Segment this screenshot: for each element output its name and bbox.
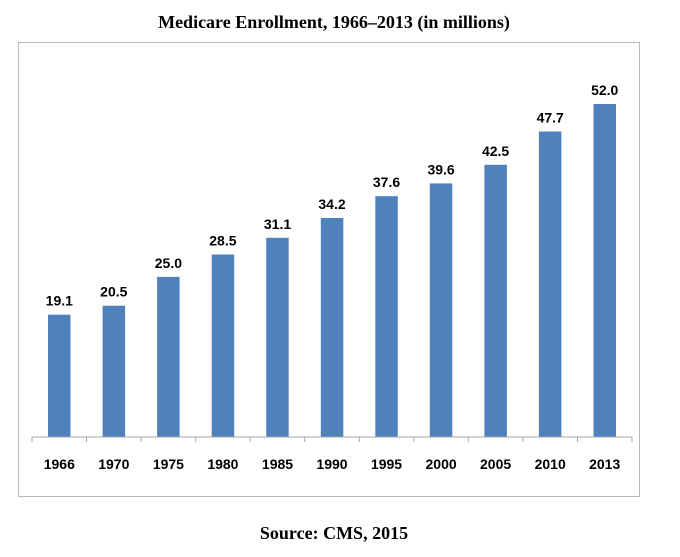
chart-title: Medicare Enrollment, 1966–2013 (in milli… [158, 12, 510, 32]
source-note: Source: CMS, 2015 [259, 523, 409, 543]
bar-2005 [484, 164, 507, 438]
x-tick-label-2013: 2013 [589, 456, 620, 472]
x-tick-label-1990: 1990 [316, 456, 347, 472]
x-tick-label-1985: 1985 [262, 456, 293, 472]
bar-1985 [266, 237, 289, 437]
x-tick-label-1970: 1970 [98, 456, 129, 472]
data-label-1975: 25.0 [155, 255, 182, 271]
bar-1995 [375, 196, 398, 437]
bar-1966 [48, 314, 71, 437]
x-tick-label-2005: 2005 [480, 456, 511, 472]
data-label-2010: 47.7 [537, 110, 564, 126]
bar-2013 [593, 104, 616, 437]
bar-1990 [320, 218, 344, 437]
bar-1980 [211, 254, 235, 437]
data-label-2005: 42.5 [482, 143, 509, 159]
bar-1975 [157, 276, 180, 437]
x-tick-label-1975: 1975 [153, 456, 184, 472]
x-tick-label-1995: 1995 [371, 456, 402, 472]
bar-2000 [429, 183, 453, 437]
data-label-1966: 19.1 [46, 293, 73, 309]
data-label-2000: 39.6 [427, 161, 454, 177]
chart-frame [18, 42, 640, 497]
x-axis-ticks-group [31, 437, 633, 442]
x-tick-label-2010: 2010 [535, 456, 566, 472]
x-tick-label-2000: 2000 [426, 456, 457, 472]
x-tick-label-1966: 1966 [44, 456, 75, 472]
data-label-1980: 28.5 [209, 233, 236, 249]
data-label-1970: 20.5 [100, 284, 127, 300]
x-tick-label-1980: 1980 [207, 456, 238, 472]
data-label-1995: 37.6 [373, 174, 400, 190]
x-tick-labels-group: 1966 1970 1975 1980 1985 1990 1995 2000 2005 2010… [44, 456, 621, 472]
bars-group [48, 104, 616, 438]
data-label-1990: 34.2 [318, 196, 345, 212]
value-labels-group: 19.1 20.5 25.0 28.5 31.1 34.2 37.6 39.6 42.5 47.7… [46, 82, 619, 309]
bar-2010 [538, 131, 562, 437]
data-label-1985: 31.1 [264, 216, 291, 232]
bar-1970 [102, 305, 126, 437]
data-label-2013: 52.0 [591, 82, 618, 98]
